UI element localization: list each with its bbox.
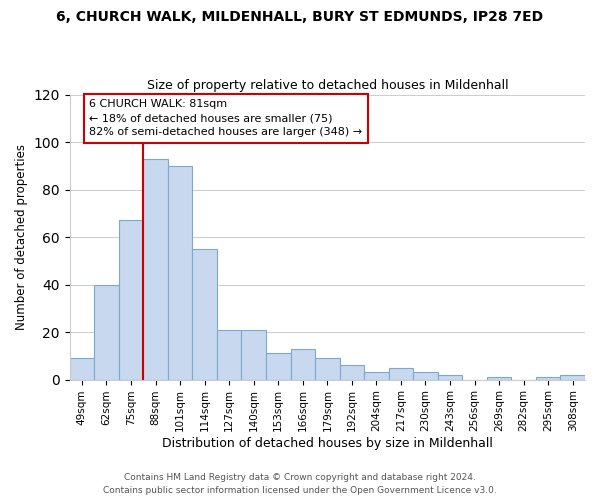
Bar — [94, 284, 119, 380]
Bar — [413, 372, 438, 380]
X-axis label: Distribution of detached houses by size in Mildenhall: Distribution of detached houses by size … — [162, 437, 493, 450]
Title: Size of property relative to detached houses in Mildenhall: Size of property relative to detached ho… — [146, 79, 508, 92]
Text: 6, CHURCH WALK, MILDENHALL, BURY ST EDMUNDS, IP28 7ED: 6, CHURCH WALK, MILDENHALL, BURY ST EDMU… — [56, 10, 544, 24]
Bar — [364, 372, 389, 380]
Bar — [389, 368, 413, 380]
Bar — [536, 377, 560, 380]
Text: Contains HM Land Registry data © Crown copyright and database right 2024.
Contai: Contains HM Land Registry data © Crown c… — [103, 474, 497, 495]
Bar — [119, 220, 143, 380]
Bar — [290, 348, 315, 380]
Bar — [70, 358, 94, 380]
Y-axis label: Number of detached properties: Number of detached properties — [15, 144, 28, 330]
Bar — [217, 330, 241, 380]
Bar — [438, 375, 462, 380]
Bar — [168, 166, 193, 380]
Bar — [143, 158, 168, 380]
Bar — [315, 358, 340, 380]
Bar — [241, 330, 266, 380]
Bar — [193, 249, 217, 380]
Bar — [266, 354, 290, 380]
Text: 6 CHURCH WALK: 81sqm
← 18% of detached houses are smaller (75)
82% of semi-detac: 6 CHURCH WALK: 81sqm ← 18% of detached h… — [89, 100, 362, 138]
Bar — [560, 375, 585, 380]
Bar — [487, 377, 511, 380]
Bar — [340, 366, 364, 380]
